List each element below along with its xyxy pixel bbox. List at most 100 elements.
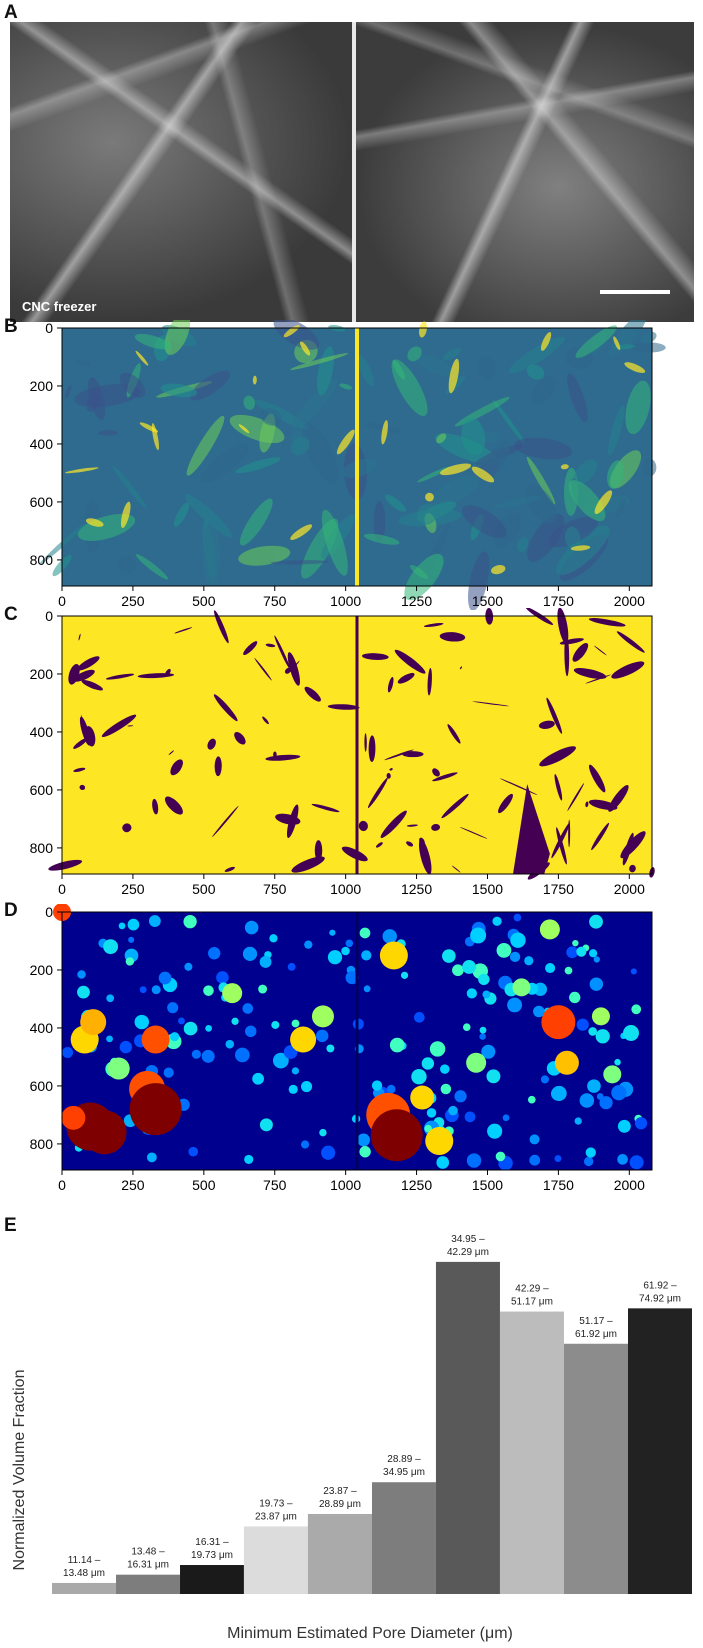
pore-circle-large xyxy=(107,1057,130,1080)
pore-circle xyxy=(258,984,268,994)
heatmap-image xyxy=(39,320,666,610)
panel-b-y-tick-label: 600 xyxy=(30,494,54,510)
pore-circle-large xyxy=(311,1005,334,1028)
pore-circle-large xyxy=(141,1025,170,1054)
panel-b-x-tick-label: 0 xyxy=(58,593,66,609)
binary-pore xyxy=(616,631,645,653)
binary-pore xyxy=(243,641,258,656)
pore-circle xyxy=(529,1154,541,1166)
binary-pore xyxy=(418,839,432,875)
heatmap-texture xyxy=(135,554,169,580)
heatmap-bright-edge xyxy=(540,332,552,351)
pore-circle xyxy=(589,914,603,929)
panel-d-label: D xyxy=(4,900,18,921)
bar-value-label: 61.92 – xyxy=(643,1280,677,1291)
binary-pore xyxy=(439,632,466,642)
heatmap-texture xyxy=(339,383,353,390)
panel-d-y-tick-label: 800 xyxy=(30,1136,54,1152)
heatmap-texture xyxy=(480,440,511,482)
binary-pore xyxy=(174,627,193,634)
sem-image-left xyxy=(10,22,352,322)
pore-circle xyxy=(554,1155,562,1162)
heatmap-texture xyxy=(77,513,136,541)
pore-circle xyxy=(201,1049,215,1063)
heatmap-texture xyxy=(160,383,198,398)
binary-pore xyxy=(608,785,629,812)
pore-circle xyxy=(466,988,477,999)
panel-c-x-tick-label: 1750 xyxy=(543,881,574,897)
heatmap-texture xyxy=(342,458,377,478)
pore-circle xyxy=(400,971,409,979)
pore-circle xyxy=(188,1146,199,1157)
pore-circle xyxy=(496,942,512,958)
panel-c-x-tick-label: 1000 xyxy=(330,881,361,897)
pore-circle xyxy=(572,939,579,947)
pore-circle xyxy=(170,1032,180,1042)
heatmap-texture xyxy=(625,380,651,435)
binary-pore xyxy=(213,694,238,722)
panel-b-frame xyxy=(61,327,653,587)
pore-circle xyxy=(540,1075,549,1084)
bar xyxy=(307,1513,373,1594)
pore-circle xyxy=(225,1039,235,1049)
pore-circle xyxy=(291,1067,300,1075)
pore-circle xyxy=(146,1152,157,1163)
heatmap-texture xyxy=(243,395,256,410)
pore-circle xyxy=(426,1108,437,1118)
binary-pore xyxy=(48,859,83,871)
panel-b-x-tick-label: 2000 xyxy=(614,593,645,609)
pore-circle xyxy=(466,1153,482,1168)
binary-pore xyxy=(375,842,383,848)
binary-pore xyxy=(164,796,183,815)
pore-circle xyxy=(357,1133,370,1147)
heatmap-texture xyxy=(404,553,444,601)
binary-pore xyxy=(234,731,246,745)
pore-circle xyxy=(442,949,456,963)
pore-circle xyxy=(579,1093,595,1108)
pore-circle-large xyxy=(603,1065,622,1084)
binary-pore xyxy=(451,865,461,873)
pore-circle xyxy=(125,957,135,966)
panel-c-x-tick-label: 0 xyxy=(58,881,66,897)
binary-pore xyxy=(389,768,393,771)
panel-b-x-tick-label: 1000 xyxy=(330,593,361,609)
bar-value-label: 19.73 μm xyxy=(191,1550,233,1561)
pore-circle xyxy=(487,1123,503,1139)
binary-pore xyxy=(367,777,388,809)
pore-size-bar-chart: Normalized Volume Fraction Minimum Estim… xyxy=(11,1234,692,1642)
pore-circle xyxy=(583,1156,594,1167)
pore-map-seam xyxy=(355,912,359,1170)
pore-circle xyxy=(589,977,604,991)
binary-pore xyxy=(432,772,458,782)
binary-pore xyxy=(585,801,589,808)
sem-micrograph: CNC freezer xyxy=(10,22,694,322)
panel-d-x-tick-label: 1750 xyxy=(543,1177,574,1193)
heatmap-bright-edge xyxy=(613,336,621,351)
pore-circle xyxy=(327,950,343,965)
pore-circle xyxy=(341,946,350,956)
pore-circle xyxy=(462,1023,471,1032)
pore-circle xyxy=(595,1029,610,1044)
panel-d-y-tick-label: 400 xyxy=(30,1020,54,1036)
binary-pore xyxy=(304,686,321,702)
heatmap-texture xyxy=(615,499,626,519)
binary-pore xyxy=(513,784,550,874)
pore-circle-large xyxy=(512,978,531,997)
heatmap-texture xyxy=(186,415,225,476)
binary-pore xyxy=(127,725,134,727)
binary-pore xyxy=(459,666,463,670)
binary-pore xyxy=(611,661,645,679)
bar-value-label: 23.87 μm xyxy=(255,1511,297,1522)
pore-circle xyxy=(569,991,581,1004)
binary-pore xyxy=(73,669,95,682)
panel-d-x-tick-label: 2000 xyxy=(614,1177,645,1193)
pore-circle-large xyxy=(61,1105,86,1130)
heatmap-texture xyxy=(492,399,526,444)
heatmap-texture xyxy=(321,509,348,576)
panel-c-y-tick-label: 800 xyxy=(30,840,54,856)
binary-pore xyxy=(594,645,607,656)
heatmap-texture xyxy=(514,437,573,460)
pore-circle xyxy=(599,1096,613,1110)
pore-circle xyxy=(326,1044,335,1053)
pore-circle xyxy=(127,918,140,931)
